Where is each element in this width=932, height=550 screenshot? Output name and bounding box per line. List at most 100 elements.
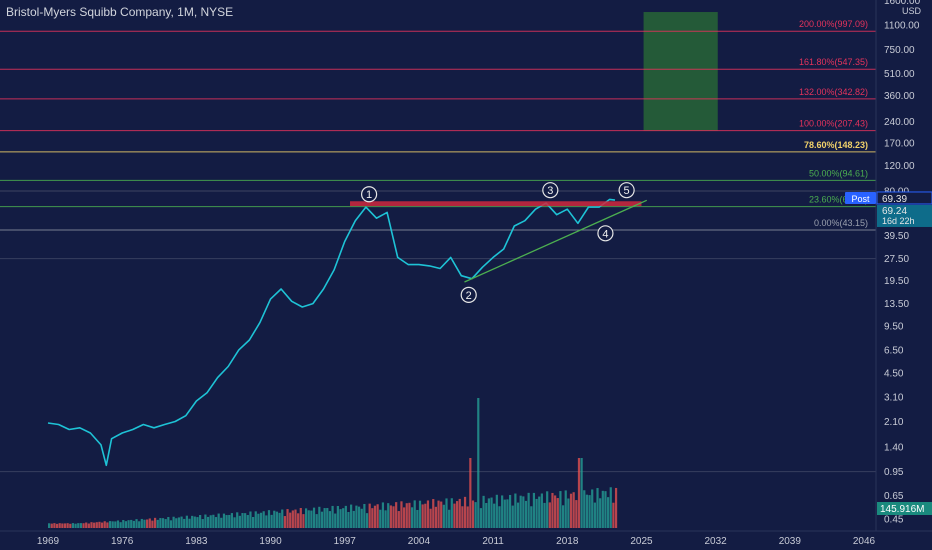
volume-bar — [103, 521, 106, 528]
x-tick-label: 1983 — [185, 536, 208, 547]
volume-bar — [538, 496, 541, 528]
y-tick-label: 0.65 — [884, 491, 904, 502]
volume-bar — [185, 515, 188, 528]
volume-bar — [516, 502, 520, 528]
volume-bar — [135, 519, 138, 528]
volume-bar — [392, 506, 395, 528]
volume-bar — [262, 511, 265, 528]
volume-bar — [395, 502, 398, 528]
volume-bar — [365, 513, 369, 528]
wave-label-circle — [597, 225, 614, 242]
volume-bar — [175, 518, 178, 528]
y-tick-label: 170.00 — [884, 139, 915, 150]
volume-bar — [519, 495, 522, 528]
volume-bar — [53, 523, 56, 528]
volume-bar — [368, 503, 371, 528]
volume-bar — [506, 499, 509, 528]
volume-bar — [98, 521, 101, 528]
y-tick-label: 39.50 — [884, 231, 909, 242]
volume-bar — [230, 513, 234, 528]
volume-bar — [254, 511, 257, 528]
volume-bar — [569, 493, 573, 528]
volume-bar — [286, 509, 289, 528]
chart-title: Bristol-Myers Squibb Company, 1M, NYSE — [6, 5, 234, 19]
volume-bar — [270, 514, 273, 528]
volume-bar — [503, 499, 506, 528]
volume-bar — [77, 523, 80, 528]
volume-bar — [609, 487, 612, 528]
y-tick-label: 1100.00 — [884, 21, 920, 32]
fib-level-label: 23.60%(62.51) — [809, 195, 868, 205]
volume-bar — [413, 500, 416, 528]
last-price-value: 69.24 — [882, 206, 907, 217]
volume-bar — [193, 516, 196, 528]
volume-bar — [241, 513, 244, 528]
volume-bar — [177, 517, 181, 528]
volume-bar — [360, 508, 363, 528]
volume-bar — [524, 500, 528, 528]
volume-bar — [278, 512, 281, 528]
volume-bar — [530, 506, 533, 528]
x-tick-label: 2011 — [482, 536, 504, 547]
volume-bar — [487, 498, 490, 528]
wave-label-circle — [361, 186, 378, 203]
volume-bar — [371, 508, 374, 528]
volume-bar — [206, 516, 210, 528]
volume-bar — [612, 502, 615, 528]
volume-bar — [564, 490, 567, 528]
volume-bar — [540, 493, 543, 528]
volume-bar — [328, 511, 332, 528]
volume-bar — [318, 506, 321, 528]
volume-bar — [522, 496, 525, 528]
volume-bar — [191, 515, 194, 528]
volume-bar — [614, 487, 618, 528]
volume-bar — [106, 522, 109, 528]
volume-bar — [291, 510, 294, 528]
volume-bar — [302, 514, 305, 528]
volume-bar — [381, 502, 385, 528]
x-tick-label: 2046 — [853, 536, 876, 547]
volume-bar — [111, 521, 114, 528]
volume-bar — [548, 502, 551, 528]
volume-bar — [493, 503, 496, 528]
volume-bar — [410, 507, 414, 528]
volume-bar — [238, 515, 241, 528]
volume-bar — [508, 494, 512, 528]
x-tick-label: 2025 — [630, 536, 653, 547]
volume-bar — [310, 510, 313, 528]
volume-bar — [442, 504, 445, 528]
volume-bar — [405, 503, 408, 528]
volume-bar — [556, 498, 559, 528]
volume-bar — [453, 503, 456, 528]
wave-label: 5 — [624, 185, 630, 197]
volume-bar — [183, 518, 186, 528]
volume-bar — [514, 493, 517, 528]
y-tick-label: 120.00 — [884, 161, 915, 172]
volume-bar — [384, 510, 387, 528]
x-tick-label: 1990 — [259, 536, 282, 547]
volume-bar — [225, 515, 228, 528]
volume-bar — [485, 502, 488, 528]
volume-bar — [339, 509, 342, 528]
volume-bar — [320, 511, 324, 528]
volume-bar — [400, 501, 403, 528]
volume-bar — [196, 517, 199, 528]
volume-bar — [66, 523, 69, 528]
volume-bar — [543, 502, 546, 528]
wave-label: 3 — [547, 185, 553, 197]
volume-bar — [416, 509, 419, 528]
volume-bar — [527, 492, 530, 528]
volume-bar — [601, 490, 604, 528]
volume-bar — [214, 517, 218, 528]
volume-bar — [108, 521, 112, 528]
volume-bar — [161, 518, 165, 528]
wave-label: 2 — [466, 290, 472, 302]
volume-bar — [387, 503, 390, 528]
post-price-bg — [876, 191, 932, 205]
resistance-zone — [350, 201, 642, 207]
fib-level-label: 0.00%(43.15) — [814, 218, 868, 228]
volume-bar — [352, 510, 355, 528]
volume-bar — [58, 523, 61, 528]
volume-bar — [307, 510, 310, 528]
